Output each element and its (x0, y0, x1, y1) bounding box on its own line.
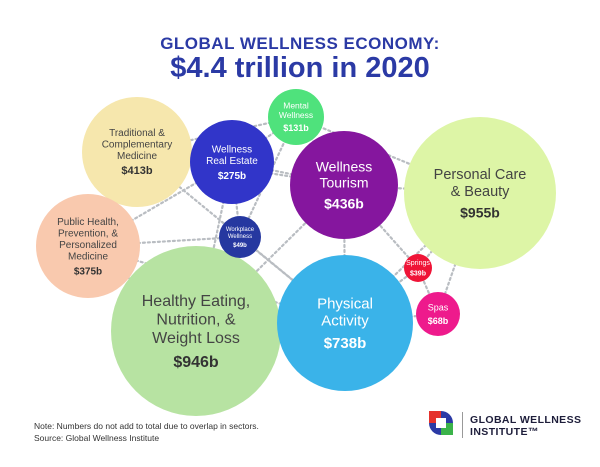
bubble: Spas $68b (416, 292, 460, 336)
bubble-circle (36, 194, 140, 298)
bubble-label: Public Health, (57, 217, 119, 228)
bubble-label: Complementary (102, 139, 173, 150)
bubble-value: $955b (460, 204, 500, 220)
footnote-source: Source: Global Wellness Institute (34, 433, 160, 443)
bubble-label: Wellness (212, 144, 252, 155)
bubble: Springs $39b (404, 254, 432, 282)
bubble-value: $68b (428, 316, 449, 326)
bubble-circle (290, 131, 398, 239)
footnote-note: Note: Numbers do not add to total due to… (34, 421, 259, 431)
bubble-label: Traditional & (109, 128, 165, 139)
bubble-circle (219, 216, 261, 258)
bubble-label: Weight Loss (152, 330, 240, 347)
chart-title: $4.4 trillion in 2020 (170, 52, 430, 84)
bubble-label: Tourism (319, 174, 368, 190)
bubble-circle (111, 246, 281, 416)
bubble-circle (277, 255, 413, 391)
chart-supertitle: GLOBAL WELLNESS ECONOMY: (160, 34, 440, 53)
gwi-logo-icon (429, 411, 453, 435)
connector-line (342, 183, 420, 270)
bubble-label: Wellness (228, 234, 252, 240)
bubble-label: Wellness (316, 158, 373, 174)
footnote: Note: Numbers do not add to total due to… (34, 420, 259, 444)
bubble-label: Personalized (59, 240, 117, 251)
bubble-value: $275b (218, 171, 246, 182)
bubble-value: $49b (233, 243, 247, 249)
gwi-logo: GLOBAL WELLNESS INSTITUTE™ (428, 408, 588, 448)
bubble-label: Personal Care (434, 167, 527, 183)
bubble-label: Mental (283, 100, 309, 110)
bubble-label: Physical (317, 295, 373, 312)
bubble-value: $946b (173, 354, 219, 371)
bubble-label: Prevention, & (58, 228, 118, 239)
bubble: Healthy Eating, Nutrition, &Weight Loss $9… (111, 246, 281, 416)
logo-divider (462, 412, 463, 438)
bubble-circle (190, 120, 274, 204)
bubble-label: Nutrition, & (156, 312, 235, 329)
bubble-value: $436b (324, 195, 364, 211)
bubble-label: Real Estate (206, 156, 258, 167)
bubble-label: Spas (428, 302, 449, 312)
bubble-value: $738b (324, 335, 367, 352)
bubble-label: Medicine (117, 151, 157, 162)
bubble-circle (404, 254, 432, 282)
bubble-value: $375b (74, 266, 102, 277)
bubble-circle (404, 117, 556, 269)
bubble-label: & Beauty (451, 184, 511, 200)
logo-text: GLOBAL WELLNESS INSTITUTE™ (470, 414, 581, 438)
logo-line1: GLOBAL WELLNESS (470, 414, 582, 426)
bubble-value: $131b (283, 123, 309, 133)
bubble-label: Medicine (68, 251, 108, 262)
bubble-value: $39b (410, 271, 426, 278)
bubble-label: Wellness (279, 110, 313, 120)
bubble: Personal Care& Beauty $955b (404, 117, 556, 269)
bubble-circle (82, 97, 192, 207)
bubble-value: $413b (121, 165, 152, 177)
bubble-circle (268, 89, 324, 145)
logo-line2: INSTITUTE™ (470, 426, 539, 438)
bubble-label: Healthy Eating, (142, 293, 251, 310)
bubble-circle (416, 292, 460, 336)
bubble-label: Activity (321, 313, 369, 330)
bubble-label: Workplace (226, 227, 255, 233)
bubble: Public Health,Prevention, &PersonalizedM… (36, 194, 140, 298)
bubble-label: Springs (406, 260, 430, 267)
